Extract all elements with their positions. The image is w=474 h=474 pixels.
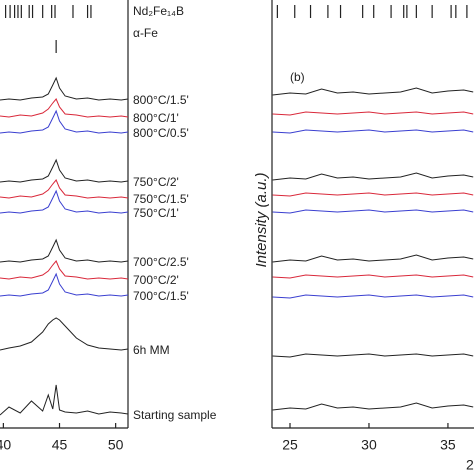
trace	[272, 111, 474, 116]
trace	[0, 98, 129, 118]
x-tick-label: 40	[0, 437, 11, 453]
trace-label: 700°C/1.5'	[133, 289, 189, 303]
trace	[0, 189, 129, 214]
trace	[0, 260, 129, 280]
trace	[272, 274, 474, 279]
trace	[0, 76, 129, 101]
panel-label: (b)	[290, 70, 305, 84]
trace-label: 750°C/2'	[133, 175, 179, 189]
trace	[272, 129, 474, 134]
trace	[0, 384, 129, 416]
trace	[0, 272, 129, 297]
trace	[0, 238, 129, 263]
x-axis-label: 2	[466, 457, 474, 473]
trace	[272, 172, 474, 181]
trace	[272, 402, 474, 411]
trace	[272, 353, 474, 358]
trace	[0, 158, 129, 183]
x-tick-label: 30	[361, 437, 377, 453]
trace-label: 750°C/1'	[133, 206, 179, 220]
trace-label: 800°C/1'	[133, 111, 179, 125]
x-tick-label: 25	[282, 437, 298, 453]
trace-label: 700°C/2'	[133, 273, 179, 287]
trace	[272, 209, 474, 214]
trace	[272, 254, 474, 263]
trace	[0, 179, 129, 199]
trace	[0, 109, 129, 134]
phase-label: Nd₂Fe₁₄B	[133, 4, 184, 18]
trace	[272, 87, 474, 96]
phase-label: α-Fe	[133, 26, 158, 40]
trace-label: 800°C/0.5'	[133, 126, 189, 140]
trace	[0, 317, 129, 351]
trace-label: 700°C/2.5'	[133, 255, 189, 269]
trace-label: 6h MM	[133, 343, 170, 357]
x-tick-label: 50	[108, 437, 124, 453]
y-axis-label: Intensity (a.u.)	[253, 172, 270, 267]
trace	[272, 192, 474, 197]
x-tick-label: 35	[440, 437, 456, 453]
trace	[272, 294, 474, 299]
trace-label: 750°C/1.5'	[133, 192, 189, 206]
x-tick-label: 45	[52, 437, 68, 453]
trace-label: 800°C/1.5'	[133, 93, 189, 107]
trace-label: Starting sample	[133, 408, 217, 422]
